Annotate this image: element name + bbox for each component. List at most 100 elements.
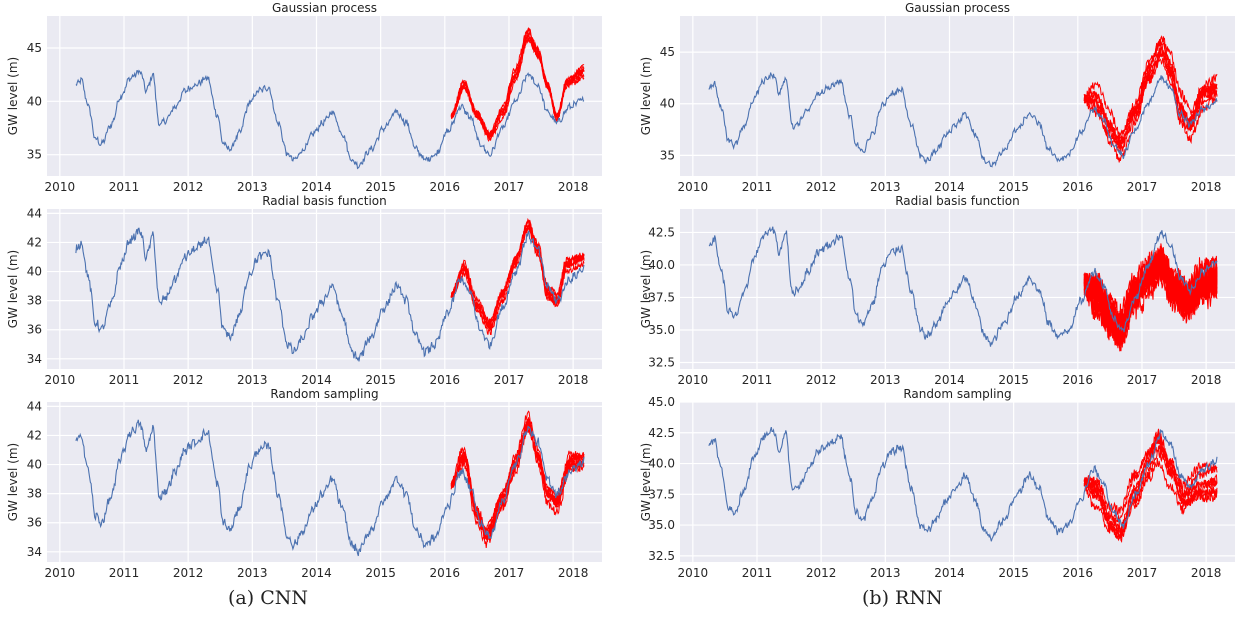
- x-tick-label: 2011: [109, 373, 140, 387]
- observed-line: [708, 426, 1218, 542]
- x-tick-label: 2012: [806, 566, 837, 580]
- panel-5: 2010 2011 2012 2013 2014 2015 2016 2017 2018 32.5…: [639, 194, 1235, 387]
- x-tick-label: 2011: [742, 180, 773, 194]
- panel-3: 2010 2011 2012 2013 2014 2015 2016 2017 2018 34 36…: [6, 387, 602, 580]
- predicted-line: [450, 410, 585, 536]
- x-tick-label: 2015: [365, 566, 396, 580]
- x-tick-label: 2018: [558, 180, 589, 194]
- x-tick-label: 2010: [45, 566, 76, 580]
- x-tick-label: 2018: [1191, 566, 1222, 580]
- series-group: [75, 410, 585, 557]
- y-tick-label: 44: [27, 206, 42, 220]
- x-tick-label: 2017: [494, 180, 525, 194]
- x-tick-label: 2014: [301, 373, 332, 387]
- y-tick-label: 40: [27, 458, 42, 472]
- observed-line: [75, 69, 585, 170]
- x-tick-label: 2013: [237, 373, 268, 387]
- predicted-line: [450, 27, 585, 136]
- predicted-line: [450, 217, 585, 324]
- x-tick-label: 2015: [365, 373, 396, 387]
- y-tick-label: 35.0: [648, 518, 675, 532]
- x-tick-label: 2011: [109, 566, 140, 580]
- panel-2: 2010 2011 2012 2013 2014 2015 2016 2017 2018 34 36…: [6, 194, 602, 387]
- y-tick-label: 45: [27, 41, 42, 55]
- panel-4: 2010 2011 2012 2013 2014 2015 2016 2017 2018 35 40…: [639, 1, 1235, 194]
- y-tick-label: 35: [27, 148, 42, 162]
- panel-title: Radial basis function: [895, 194, 1020, 208]
- caption-rnn: (b) RNN: [862, 587, 943, 609]
- x-tick-label: 2010: [678, 566, 709, 580]
- x-tick-label: 2011: [742, 373, 773, 387]
- y-tick-label: 45: [660, 45, 675, 59]
- y-tick-label: 37.5: [648, 487, 675, 501]
- observed-line: [75, 419, 585, 557]
- y-axis-label: GW level (m): [6, 443, 20, 521]
- x-tick-label: 2016: [430, 566, 461, 580]
- y-tick-label: 42.5: [648, 426, 675, 440]
- x-tick-label: 2017: [1127, 373, 1158, 387]
- y-tick-label: 38: [27, 294, 42, 308]
- x-tick-label: 2013: [237, 566, 268, 580]
- y-tick-label: 40: [27, 94, 42, 108]
- panel-title: Radial basis function: [262, 194, 387, 208]
- x-tick-label: 2017: [1127, 180, 1158, 194]
- series-group: [708, 35, 1218, 168]
- x-tick-label: 2015: [998, 373, 1029, 387]
- x-tick-label: 2012: [806, 373, 837, 387]
- x-tick-label: 2016: [1063, 180, 1094, 194]
- panel-6: 2010 2011 2012 2013 2014 2015 2016 2017 2018 32.5…: [639, 387, 1235, 580]
- x-tick-label: 2012: [806, 180, 837, 194]
- observed-line: [75, 227, 585, 362]
- x-tick-label: 2013: [870, 373, 901, 387]
- x-tick-label: 2016: [1063, 566, 1094, 580]
- y-tick-label: 44: [27, 399, 42, 413]
- y-tick-label: 40: [660, 97, 675, 111]
- x-tick-label: 2016: [430, 180, 461, 194]
- x-tick-label: 2017: [494, 373, 525, 387]
- y-axis-label: GW level (m): [639, 250, 653, 328]
- x-tick-label: 2010: [678, 180, 709, 194]
- plot-area: [680, 402, 1235, 562]
- predicted-line: [1083, 38, 1218, 143]
- x-tick-label: 2015: [365, 180, 396, 194]
- x-tick-label: 2013: [870, 566, 901, 580]
- panel-title: Gaussian process: [905, 1, 1010, 15]
- x-tick-label: 2018: [1191, 373, 1222, 387]
- predicted-line: [1083, 457, 1218, 539]
- y-tick-label: 40.0: [648, 258, 675, 272]
- x-tick-label: 2017: [494, 566, 525, 580]
- predicted-line: [1083, 247, 1218, 327]
- x-tick-label: 2018: [558, 373, 589, 387]
- x-tick-label: 2014: [301, 566, 332, 580]
- x-tick-label: 2012: [173, 373, 204, 387]
- x-tick-label: 2015: [998, 566, 1029, 580]
- y-tick-label: 32.5: [648, 549, 675, 563]
- panel-title: Random sampling: [270, 387, 378, 401]
- caption-cnn: (a) CNN: [228, 587, 308, 609]
- y-tick-label: 35: [660, 148, 675, 162]
- y-tick-label: 45.0: [648, 395, 675, 409]
- x-tick-label: 2017: [1127, 566, 1158, 580]
- x-tick-label: 2018: [1191, 180, 1222, 194]
- y-tick-label: 40: [27, 265, 42, 279]
- x-tick-label: 2014: [301, 180, 332, 194]
- series-group: [75, 217, 585, 362]
- y-tick-label: 35.0: [648, 323, 675, 337]
- series-group: [708, 226, 1218, 352]
- y-tick-label: 34: [27, 352, 42, 366]
- x-tick-label: 2012: [173, 180, 204, 194]
- y-tick-label: 36: [27, 323, 42, 337]
- y-tick-label: 42.5: [648, 225, 675, 239]
- y-tick-label: 40.0: [648, 457, 675, 471]
- y-tick-label: 42: [27, 428, 42, 442]
- x-tick-label: 2014: [934, 373, 965, 387]
- observed-line: [708, 226, 1218, 347]
- predicted-line: [450, 421, 585, 540]
- x-tick-label: 2011: [742, 566, 773, 580]
- y-tick-label: 34: [27, 545, 42, 559]
- x-tick-label: 2013: [237, 180, 268, 194]
- plot-area: [47, 402, 602, 562]
- y-axis-label: GW level (m): [639, 57, 653, 135]
- panel-1: 2010 2011 2012 2013 2014 2015 2016 2017 2018 35 40…: [6, 1, 602, 194]
